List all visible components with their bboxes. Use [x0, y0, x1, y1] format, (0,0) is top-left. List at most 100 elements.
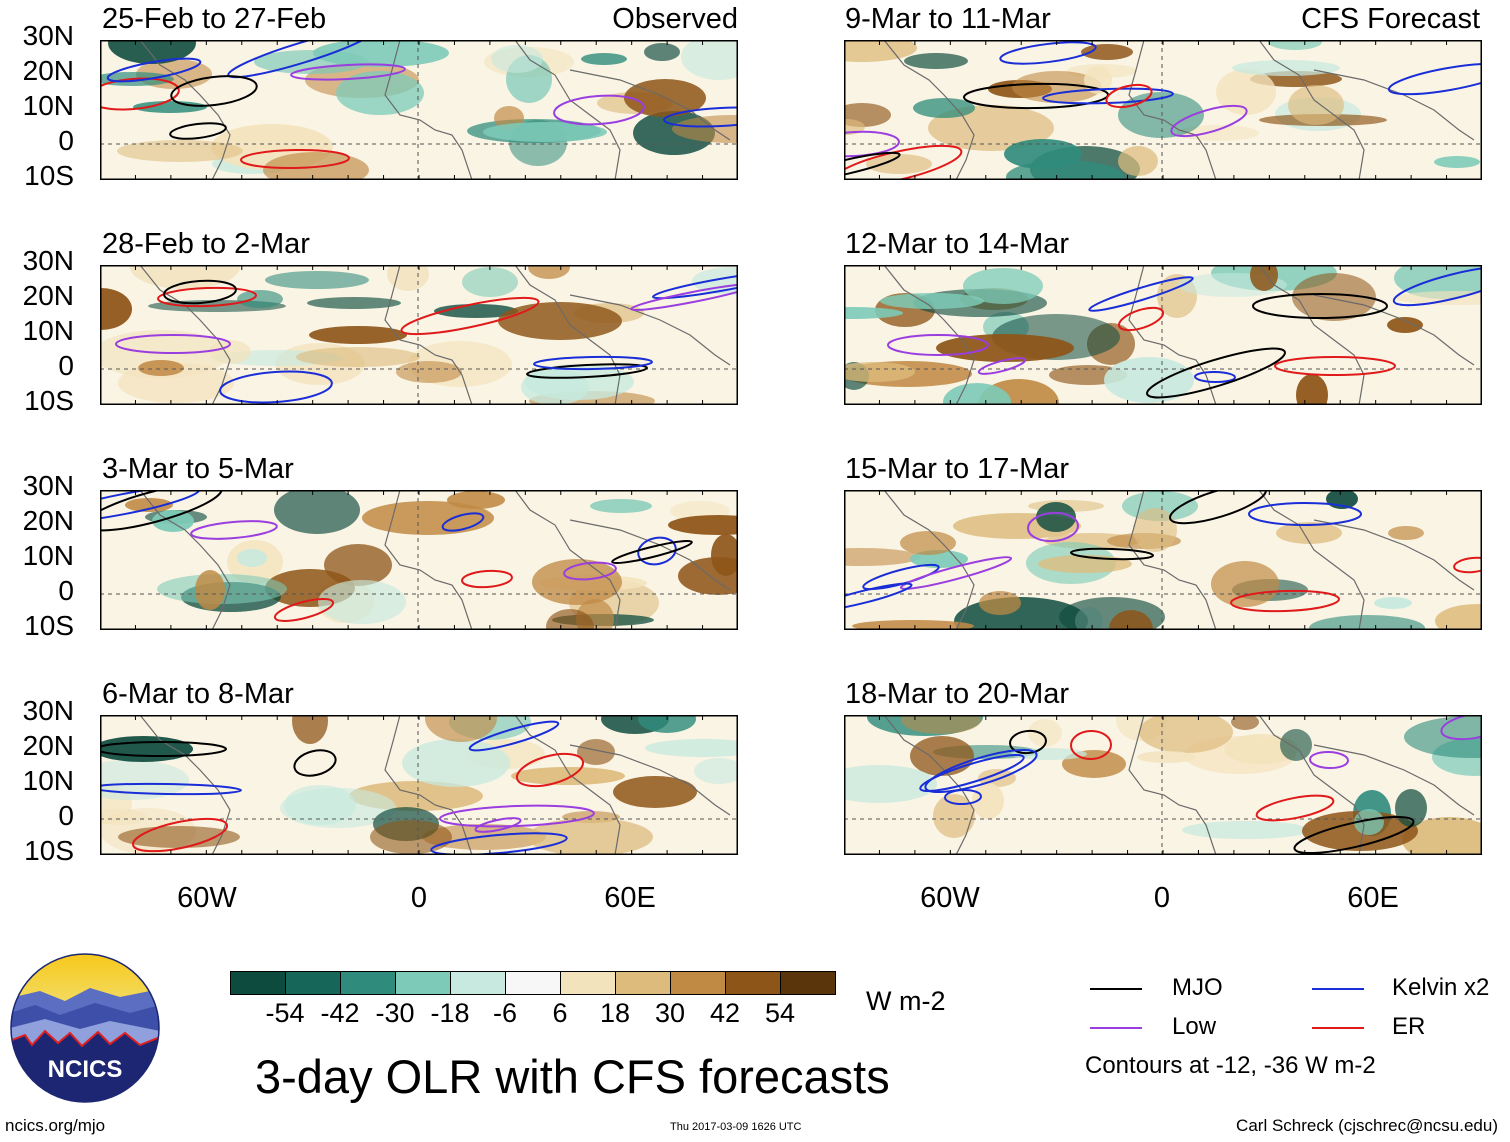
low-contour: [630, 283, 738, 311]
positive-olr-anomaly: [1139, 715, 1233, 753]
colorbar-swatch: [780, 971, 836, 995]
negative-olr-anomaly: [133, 101, 207, 113]
kelvin-contour: [430, 832, 568, 855]
coastline: [1313, 69, 1475, 141]
lat-label: 10N: [22, 765, 74, 796]
mjo-contour: [100, 490, 223, 532]
positive-olr-anomaly: [1292, 273, 1376, 321]
lat-label: 30N: [22, 20, 74, 51]
legend-label-mjo: MJO: [1172, 974, 1223, 1001]
lat-label: 10S: [24, 385, 74, 416]
positive-olr-anomaly: [1388, 526, 1424, 540]
positive-olr-anomaly: [668, 515, 738, 535]
positive-olr-anomaly: [425, 715, 497, 742]
lat-label: 30N: [22, 695, 74, 726]
olr-map-panel: [844, 490, 1482, 630]
negative-olr-anomaly: [265, 271, 369, 289]
positive-olr-anomaly: [866, 154, 932, 174]
low-contour: [1309, 750, 1349, 770]
coastline: [1128, 490, 1217, 630]
low-contour: [474, 817, 522, 833]
low-contour: [844, 130, 900, 158]
lat-label: 10N: [22, 90, 74, 121]
lon-label: 60E: [1347, 882, 1399, 914]
er-contour: [515, 752, 585, 788]
negative-olr-anomaly: [694, 758, 738, 784]
low-contour: [563, 561, 617, 581]
lon-label: 0: [410, 882, 428, 914]
mjo-contour: [526, 363, 648, 379]
coastline: [1128, 715, 1217, 855]
kelvin-contour: [1387, 62, 1482, 96]
negative-olr-anomaly: [1268, 40, 1322, 50]
colorbar-tick-label: -54: [265, 998, 305, 1028]
colorbar-tick-label: 18: [599, 998, 631, 1028]
negative-olr-anomaly: [645, 739, 738, 757]
coastline: [569, 744, 731, 816]
negative-olr-anomaly: [692, 267, 738, 295]
coastline: [1313, 744, 1475, 816]
negative-olr-anomaly: [590, 499, 652, 513]
positive-olr-anomaly: [844, 548, 920, 566]
positive-olr-anomaly: [370, 820, 452, 854]
positive-olr-anomaly: [362, 501, 494, 535]
olr-map-panel: [100, 265, 738, 405]
er-contour: [400, 296, 540, 336]
legend-line-mjo: [1090, 988, 1142, 990]
kelvin-contour: [468, 720, 560, 752]
kelvin-contour: [844, 582, 913, 612]
legend-line-er: [1312, 1027, 1364, 1029]
colorbar-swatch: [340, 971, 396, 995]
legend-label-low: Low: [1172, 1013, 1217, 1040]
lat-label: 10S: [24, 835, 74, 866]
negative-olr-anomaly: [336, 71, 424, 115]
positive-olr-anomaly: [979, 591, 1021, 615]
negative-olr-anomaly: [880, 293, 984, 309]
colorbar-swatch: [505, 971, 561, 995]
negative-olr-anomaly: [844, 307, 903, 319]
negative-olr-anomaly: [638, 715, 696, 733]
positive-olr-anomaly: [1231, 715, 1259, 730]
lat-label: 0: [58, 800, 74, 831]
coastline: [883, 715, 975, 855]
mjo-contour: [293, 749, 337, 777]
legend-label-er: ER: [1392, 1013, 1426, 1040]
negative-olr-anomaly: [1036, 502, 1076, 532]
coastline: [1258, 265, 1365, 405]
positive-olr-anomaly: [1296, 374, 1328, 405]
colorbar-tick-label: -6: [492, 998, 517, 1028]
negative-olr-anomaly: [1374, 597, 1412, 609]
footer-website-link[interactable]: ncics.org/mjo: [5, 1116, 106, 1135]
kelvin-contour: [100, 782, 242, 796]
positive-olr-anomaly: [900, 531, 956, 555]
lat-label: 0: [58, 575, 74, 606]
positive-olr-anomaly: [138, 360, 184, 376]
positive-olr-anomaly: [498, 302, 622, 340]
lat-label: 20N: [22, 730, 74, 761]
lon-label: 60E: [604, 882, 656, 914]
coastline: [883, 490, 975, 630]
kelvin-contour: [441, 512, 485, 532]
colorbar-tick-label: 6: [552, 998, 568, 1028]
lon-label: 0: [1153, 882, 1171, 914]
coastline: [1313, 519, 1475, 591]
low-contour: [887, 334, 989, 356]
olr-map-panel: [100, 715, 738, 855]
positive-olr-anomaly: [546, 609, 594, 630]
kelvin-contour: [1248, 502, 1362, 526]
kelvin-contour: [663, 106, 738, 128]
colorbar-tick-label: -30: [375, 998, 415, 1028]
colorbar-swatch: [615, 971, 671, 995]
positive-olr-anomaly: [613, 776, 697, 808]
panel-title: 12-Mar to 14-Mar: [845, 228, 1070, 260]
negative-olr-anomaly: [1309, 615, 1425, 630]
kelvin-contour: [1392, 265, 1482, 307]
negative-olr-anomaly: [581, 53, 627, 65]
olr-map-panel: [844, 265, 1482, 405]
positive-olr-anomaly: [125, 498, 173, 512]
panel-title: 25-Feb to 27-Feb: [102, 3, 327, 35]
mjo-contour: [1252, 293, 1388, 319]
panel-title: 15-Mar to 17-Mar: [845, 453, 1070, 485]
logo-text: NCICS: [48, 1056, 123, 1083]
legend-note: Contours at -12, -36 W m-2: [1085, 1052, 1376, 1079]
